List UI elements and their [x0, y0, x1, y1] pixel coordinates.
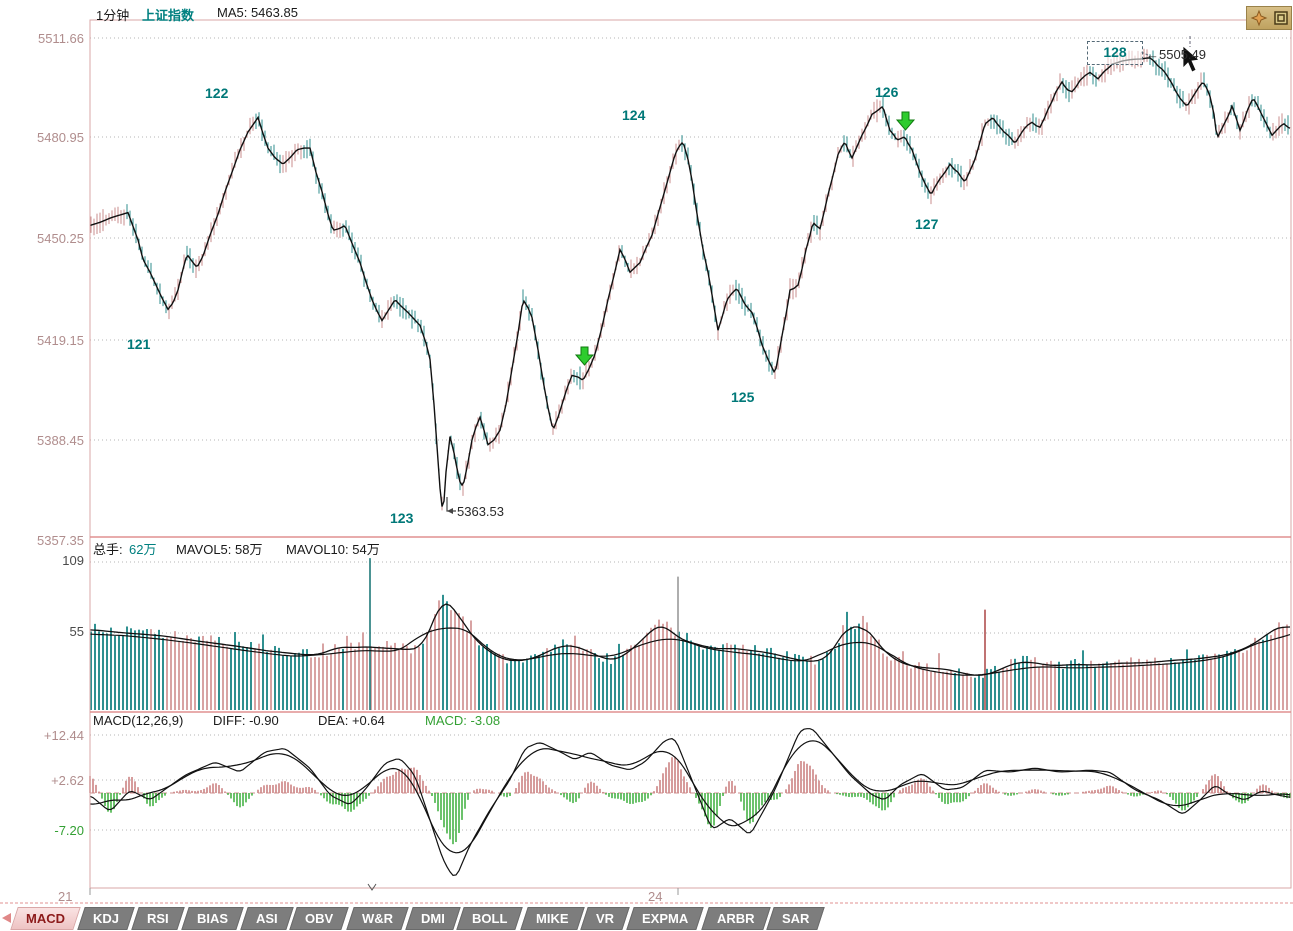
wave-label-123: 123 — [390, 510, 414, 526]
tab-label: MIKE — [535, 911, 569, 926]
macd-axis-label: +2.62 — [51, 773, 84, 788]
mavol10-value: MAVOL10: 54万 — [286, 542, 380, 557]
macd-axis-label: -7.20 — [54, 823, 84, 838]
tab-label: BOLL — [472, 911, 508, 926]
wave-label-126: 126 — [875, 84, 899, 100]
tab-label: EXPMA — [642, 911, 689, 926]
tab-label: RSI — [147, 911, 169, 926]
price-axis-label: 5419.15 — [37, 333, 84, 348]
tab-macd[interactable]: MACD — [10, 907, 81, 930]
mavol5-value: MAVOL5: 58万 — [176, 542, 263, 557]
tab-wr[interactable]: W&R — [345, 907, 409, 930]
tab-bias[interactable]: BIAS — [180, 907, 244, 930]
price-axis-label: 5511.66 — [37, 31, 84, 46]
session-high-annotation: ←5505.49 — [1146, 47, 1206, 62]
wave-label-127: 127 — [915, 216, 939, 232]
tab-label: KDJ — [93, 911, 120, 926]
tab-label: BIAS — [196, 911, 228, 926]
x-axis-label-21: 21 — [58, 889, 73, 904]
macd-diff-value: DIFF: -0.90 — [213, 713, 279, 728]
tab-vr[interactable]: VR — [580, 907, 631, 930]
price-axis-label: 5450.25 — [37, 231, 84, 246]
volume-axis-label: 109 — [62, 553, 84, 568]
tab-boll[interactable]: BOLL — [456, 907, 524, 930]
tab-label: DMI — [420, 911, 445, 926]
star-tool-icon[interactable] — [1250, 9, 1268, 27]
sell-signal-arrow-icon — [895, 111, 916, 131]
tab-mike[interactable]: MIKE — [520, 907, 585, 930]
sell-signal-arrow-icon — [574, 346, 595, 366]
macd-macd-value: MACD: -3.08 — [425, 713, 501, 728]
tab-label: VR — [596, 911, 615, 926]
price-axis-label: 5480.95 — [37, 130, 84, 145]
x-axis-label-24: 24 — [648, 889, 663, 904]
session-low-annotation: 5363.53 — [457, 504, 504, 519]
tab-rsi[interactable]: RSI — [131, 907, 185, 930]
wave-label-125: 125 — [731, 389, 755, 405]
macd-dea-value: DEA: +0.64 — [318, 713, 385, 728]
window-tool-icon[interactable] — [1273, 10, 1289, 26]
tab-label: W&R — [361, 911, 393, 926]
macd-params: MACD(12,26,9) — [93, 713, 184, 728]
indicator-tabbar: MACD KDJ RSI BIAS ASI OBV W&R DMI BOLL MIKE VR EXPM… — [10, 907, 826, 930]
tab-expma[interactable]: EXPMA — [626, 907, 705, 930]
ma5-value: MA5: 5463.85 — [217, 5, 298, 20]
symbol-label[interactable]: 上证指数 — [142, 8, 195, 23]
tab-obv[interactable]: OBV — [289, 907, 350, 930]
price-axis-label: 5388.45 — [37, 433, 84, 448]
tab-dmi[interactable]: DMI — [404, 907, 461, 930]
macd-axis-label: +12.44 — [43, 728, 84, 743]
price-axis-label: 5357.35 — [37, 533, 84, 548]
tab-kdj[interactable]: KDJ — [77, 907, 135, 930]
volume-label: 总手: — [93, 542, 123, 557]
period-label[interactable]: 1分钟 — [96, 8, 130, 23]
arrow-left-icon: ← — [1146, 47, 1159, 62]
wave-label-124: 124 — [622, 107, 646, 123]
wave-label-122: 122 — [205, 85, 229, 101]
tab-sar[interactable]: SAR — [766, 907, 826, 930]
tab-label: MACD — [26, 911, 65, 926]
tab-label: ARBR — [716, 911, 755, 926]
wave-label-121: 121 — [127, 336, 151, 352]
volume-axis-label: 55 — [69, 624, 84, 639]
tab-scroll-left-icon[interactable] — [2, 913, 11, 923]
mouse-cursor-icon — [1182, 45, 1200, 73]
tab-asi[interactable]: ASI — [240, 907, 294, 930]
mini-toolbar — [1246, 6, 1292, 30]
tab-label: SAR — [782, 911, 810, 926]
tab-arbr[interactable]: ARBR — [700, 907, 770, 930]
volume-value: 62万 — [129, 542, 157, 557]
tab-label: OBV — [305, 911, 334, 926]
tab-label: ASI — [255, 911, 278, 926]
wave-label-selected[interactable]: 128 — [1087, 41, 1143, 65]
